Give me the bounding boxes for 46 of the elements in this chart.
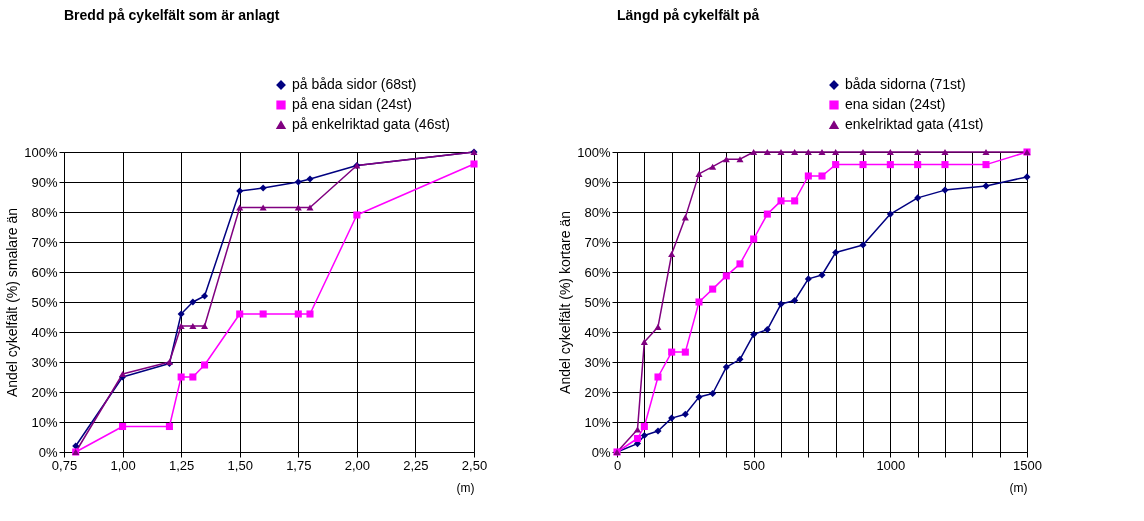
y-tick-label: 40% <box>584 324 611 340</box>
x-tick-label: 1,00 <box>110 457 136 473</box>
x-tick-label: 1,25 <box>168 457 195 473</box>
y-tick-label: 70% <box>31 234 58 250</box>
legend-label: på ena sidan (24st) <box>292 96 412 112</box>
x-tick-label: 0 <box>613 457 622 473</box>
y-tick-label: 20% <box>31 384 58 400</box>
x-tick-label: 1000 <box>876 457 906 473</box>
y-tick-label: 0% <box>38 444 58 460</box>
legend-label: på båda sidor (68st) <box>292 76 417 92</box>
y-tick-label: 50% <box>584 294 611 310</box>
x-tick-label: 1,75 <box>286 457 312 473</box>
y-tick-label: 70% <box>584 234 611 250</box>
x-axis-title: (m) <box>1009 480 1028 495</box>
x-tick-label: 1,50 <box>227 457 253 473</box>
y-tick-label: 10% <box>584 414 611 430</box>
y-tick-label: 50% <box>31 294 58 310</box>
y-tick-label: 100% <box>577 144 611 160</box>
x-tick-label: 1500 <box>1013 457 1042 473</box>
y-tick-label: 20% <box>584 384 611 400</box>
chart-title: Längd på cykelfält på <box>617 7 760 23</box>
y-tick-label: 30% <box>31 354 58 370</box>
x-tick-label: 2,25 <box>403 457 429 473</box>
x-tick-label: 500 <box>743 457 766 473</box>
y-tick-label: 10% <box>31 414 58 430</box>
y-axis-title: Andel cykelfält (%) kortare än <box>557 211 574 394</box>
x-axis-title: (m) <box>456 480 475 495</box>
y-tick-label: 80% <box>31 204 58 220</box>
chart-title: Bredd på cykelfält som är anlagt <box>64 7 280 23</box>
x-tick-label: 2,50 <box>461 457 488 473</box>
x-tick-label: 2,00 <box>344 457 371 473</box>
legend-label: på enkelriktad gata (46st) <box>292 116 450 132</box>
legend-label: båda sidorna (71st) <box>845 76 966 92</box>
y-tick-label: 60% <box>31 264 58 280</box>
legend-label: ena sidan (24st) <box>845 96 946 112</box>
y-tick-label: 100% <box>24 144 58 160</box>
y-axis-title: Andel cykelfält (%) smalare än <box>4 207 21 398</box>
y-tick-label: 90% <box>31 174 58 190</box>
y-tick-label: 80% <box>584 204 611 220</box>
x-tick-label: 0,75 <box>51 457 78 473</box>
y-tick-label: 60% <box>584 264 611 280</box>
y-tick-label: 0% <box>591 444 611 460</box>
y-tick-label: 40% <box>31 324 58 340</box>
y-tick-label: 90% <box>584 174 611 190</box>
y-tick-label: 30% <box>584 354 611 370</box>
legend-label: enkelriktad gata (41st) <box>845 116 984 132</box>
